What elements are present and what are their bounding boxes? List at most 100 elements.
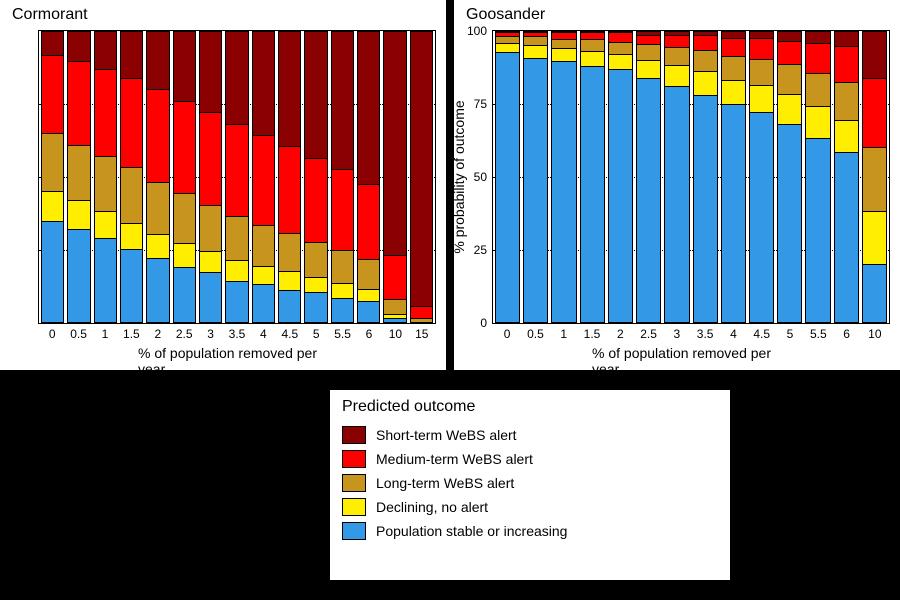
- segment-stable: [665, 86, 688, 322]
- x-tick-label: 0.5: [527, 327, 544, 341]
- segment-stable: [496, 52, 519, 322]
- bar: [410, 31, 433, 323]
- segment-decl: [552, 48, 575, 60]
- x-tick-label: 4.5: [753, 327, 770, 341]
- segment-medium: [147, 89, 168, 182]
- figure-root: { "colors": { "short": "#8b0000", "mediu…: [0, 0, 900, 600]
- segment-stable: [524, 58, 547, 322]
- segment-short: [835, 32, 858, 46]
- segment-decl: [581, 51, 604, 66]
- legend-item: Long-term WeBS alert: [342, 474, 718, 492]
- segment-long: [121, 167, 142, 222]
- segment-short: [174, 32, 195, 101]
- x-tick-label: 2: [617, 327, 624, 341]
- legend-item: Short-term WeBS alert: [342, 426, 718, 444]
- segment-medium: [68, 61, 89, 145]
- segment-long: [174, 193, 195, 243]
- segment-long: [226, 216, 247, 260]
- segment-long: [95, 156, 116, 211]
- bar: [146, 31, 169, 323]
- legend-title: Predicted outcome: [342, 398, 718, 416]
- bar: [41, 31, 64, 323]
- segment-long: [305, 242, 326, 277]
- segment-long: [68, 145, 89, 200]
- x-tick-label: 5: [313, 327, 320, 341]
- bar: [278, 31, 301, 323]
- legend-item: Declining, no alert: [342, 498, 718, 516]
- bar: [199, 31, 222, 323]
- segment-short: [279, 32, 300, 146]
- segment-short: [305, 32, 326, 158]
- bar: [608, 31, 633, 323]
- segment-decl: [835, 120, 858, 152]
- x-tick-label: 4: [730, 327, 737, 341]
- segment-stable: [95, 238, 116, 322]
- segment-stable: [581, 66, 604, 322]
- panel-legend: Predicted outcomeShort-term WeBS alertMe…: [330, 390, 730, 580]
- segment-stable: [358, 301, 379, 322]
- bar: [304, 31, 327, 323]
- segment-medium: [778, 41, 801, 65]
- bar: [94, 31, 117, 323]
- x-tick-label: 5: [787, 327, 794, 341]
- bar: [721, 31, 746, 323]
- x-tick-label: 3: [207, 327, 214, 341]
- y-tick-label: 100: [467, 24, 487, 38]
- segment-decl: [121, 223, 142, 250]
- segment-stable: [552, 61, 575, 322]
- bar: [67, 31, 90, 323]
- segment-medium: [42, 55, 63, 133]
- bar: [551, 31, 576, 323]
- bar: [749, 31, 774, 323]
- legend-swatch: [342, 474, 366, 492]
- x-tick-label: 5.5: [334, 327, 351, 341]
- segment-medium: [121, 78, 142, 168]
- segment-short: [226, 32, 247, 124]
- segment-long: [552, 39, 575, 49]
- bar: [523, 31, 548, 323]
- x-tick-label: 0: [504, 327, 511, 341]
- segment-decl: [42, 191, 63, 221]
- segment-medium: [411, 306, 432, 319]
- segment-short: [68, 32, 89, 61]
- segment-stable: [226, 281, 247, 322]
- legend-swatch: [342, 426, 366, 444]
- segment-short: [253, 32, 274, 135]
- bar: [664, 31, 689, 323]
- segment-long: [253, 225, 274, 266]
- segment-decl: [358, 289, 379, 301]
- bar: [693, 31, 718, 323]
- x-tick-label: 1.5: [584, 327, 601, 341]
- segment-stable: [778, 124, 801, 322]
- segment-decl: [750, 85, 773, 112]
- x-tick-label: 5.5: [810, 327, 827, 341]
- segment-stable: [147, 258, 168, 322]
- segment-stable: [750, 112, 773, 322]
- segment-short: [384, 32, 405, 255]
- legend-label: Long-term WeBS alert: [376, 475, 514, 491]
- chart-title: Cormorant: [12, 6, 88, 24]
- segment-decl: [694, 71, 717, 95]
- x-tick-label: 2.5: [640, 327, 657, 341]
- x-tick-label: 3: [674, 327, 681, 341]
- segment-stable: [694, 95, 717, 322]
- segment-medium: [358, 184, 379, 259]
- segment-long: [609, 42, 632, 54]
- segment-medium: [581, 32, 604, 39]
- segment-short: [358, 32, 379, 184]
- segment-medium: [384, 255, 405, 299]
- bars-container: [493, 31, 889, 323]
- x-tick-label: 3.5: [229, 327, 246, 341]
- segment-decl: [778, 94, 801, 124]
- segment-decl: [332, 283, 353, 298]
- segment-decl: [609, 54, 632, 69]
- bar: [120, 31, 143, 323]
- segment-stable: [42, 221, 63, 322]
- segment-stable: [722, 104, 745, 322]
- segment-short: [411, 32, 432, 306]
- x-tick-label: 3.5: [697, 327, 714, 341]
- segment-medium: [253, 135, 274, 225]
- legend-swatch: [342, 450, 366, 468]
- y-tick-label: 75: [474, 97, 487, 111]
- legend-item: Population stable or increasing: [342, 522, 718, 540]
